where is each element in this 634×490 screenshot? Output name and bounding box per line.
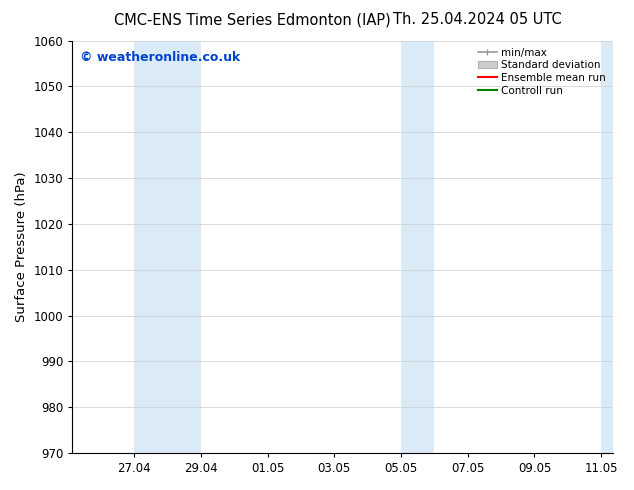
Y-axis label: Surface Pressure (hPa): Surface Pressure (hPa) (15, 172, 28, 322)
Text: © weatheronline.co.uk: © weatheronline.co.uk (81, 51, 241, 64)
Bar (134, 41, 201, 453)
Legend: min/max, Standard deviation, Ensemble mean run, Controll run: min/max, Standard deviation, Ensemble me… (476, 46, 607, 98)
Bar (601, 41, 613, 453)
Text: Th. 25.04.2024 05 UTC: Th. 25.04.2024 05 UTC (393, 12, 562, 27)
Bar (401, 41, 434, 453)
Text: CMC-ENS Time Series Edmonton (IAP): CMC-ENS Time Series Edmonton (IAP) (114, 12, 391, 27)
